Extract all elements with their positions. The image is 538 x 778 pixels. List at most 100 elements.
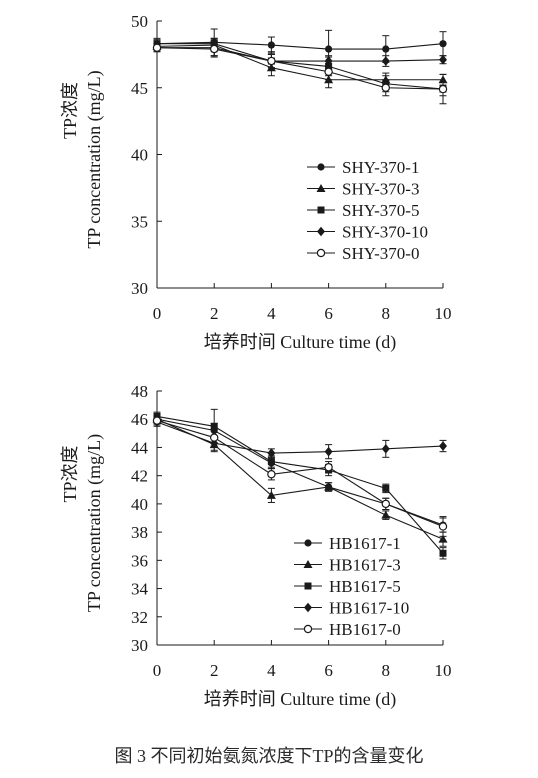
data-point bbox=[267, 448, 276, 458]
data-point bbox=[324, 446, 333, 457]
x-tick-label: 4 bbox=[267, 304, 276, 323]
legend-marker bbox=[316, 184, 326, 192]
legend-entry: SHY-370-1 bbox=[307, 158, 419, 177]
data-point bbox=[439, 549, 447, 557]
y-tick-label: 30 bbox=[131, 279, 148, 298]
data-point bbox=[382, 484, 390, 492]
x-axis-title: 培养时间 Culture time (d) bbox=[204, 332, 396, 353]
legend-label: SHY-370-5 bbox=[342, 201, 419, 220]
legend-entry: HB1617-5 bbox=[294, 577, 401, 596]
y-axis-title-en: TP concentration (mg/L) bbox=[84, 70, 105, 248]
legend-label: SHY-370-3 bbox=[342, 180, 419, 199]
legend-label: HB1617-0 bbox=[329, 620, 401, 639]
series-HB1617-5 bbox=[153, 408, 447, 560]
y-tick-label: 42 bbox=[131, 467, 148, 486]
y-tick-label: 32 bbox=[131, 608, 148, 627]
x-tick-label: 0 bbox=[153, 304, 162, 323]
data-point bbox=[381, 510, 391, 519]
data-point bbox=[267, 458, 275, 466]
data-point bbox=[267, 470, 276, 479]
y-tick-label: 44 bbox=[131, 438, 149, 457]
series-line bbox=[156, 418, 444, 540]
legend-marker bbox=[317, 226, 325, 237]
legend-label: HB1617-5 bbox=[329, 577, 401, 596]
legend-marker bbox=[316, 248, 326, 258]
legend-label: SHY-370-0 bbox=[342, 244, 419, 263]
x-tick-label: 2 bbox=[210, 304, 219, 323]
legend-entry: SHY-370-0 bbox=[307, 244, 419, 263]
y-axis-title-cn: TP浓度 bbox=[60, 82, 80, 139]
x-tick-label: 2 bbox=[210, 661, 219, 680]
legend-label: SHY-370-1 bbox=[342, 158, 419, 177]
legend-entry: SHY-370-3 bbox=[307, 180, 419, 199]
legend-entry: SHY-370-5 bbox=[307, 201, 419, 220]
data-point bbox=[152, 416, 162, 425]
y-tick-label: 35 bbox=[131, 212, 148, 231]
series-line bbox=[156, 420, 444, 527]
x-tick-label: 6 bbox=[324, 304, 333, 323]
data-point bbox=[152, 43, 162, 52]
legend-marker bbox=[304, 602, 312, 613]
legend-marker bbox=[317, 206, 325, 214]
y-tick-label: 40 bbox=[131, 146, 148, 165]
data-point bbox=[439, 441, 447, 451]
series-line bbox=[156, 421, 444, 454]
series-line bbox=[156, 415, 444, 554]
data-point bbox=[381, 56, 390, 66]
y-tick-label: 45 bbox=[131, 79, 148, 98]
data-point bbox=[209, 433, 219, 442]
figure-caption: 图 3 不同初始氨氮浓度下TP的含量变化 bbox=[114, 746, 424, 766]
data-point bbox=[438, 522, 448, 531]
data-point bbox=[266, 490, 276, 499]
data-point bbox=[325, 45, 333, 53]
x-tick-label: 8 bbox=[382, 661, 391, 680]
legend-label: HB1617-3 bbox=[329, 556, 401, 575]
data-point bbox=[381, 83, 390, 92]
legend-marker bbox=[303, 624, 313, 634]
series-line bbox=[156, 44, 443, 81]
x-tick-label: 4 bbox=[267, 661, 276, 680]
series-HB1617-0 bbox=[152, 415, 448, 537]
y-tick-label: 34 bbox=[131, 580, 149, 599]
y-tick-label: 48 bbox=[131, 382, 148, 401]
data-point bbox=[324, 482, 334, 491]
legend-entry: HB1617-1 bbox=[294, 534, 401, 553]
series-line bbox=[156, 41, 444, 50]
legend-marker bbox=[304, 582, 312, 590]
data-point bbox=[439, 40, 447, 48]
data-point bbox=[439, 54, 447, 65]
data-point bbox=[438, 84, 448, 94]
legend-marker bbox=[303, 560, 313, 568]
data-point bbox=[382, 45, 390, 53]
y-tick-label: 46 bbox=[131, 410, 148, 429]
y-tick-label: 40 bbox=[131, 495, 148, 514]
legend-label: SHY-370-10 bbox=[342, 223, 428, 242]
data-point bbox=[267, 41, 275, 49]
data-point bbox=[438, 534, 448, 543]
x-tick-label: 6 bbox=[324, 661, 333, 680]
legend-marker bbox=[317, 163, 325, 171]
x-tick-label: 10 bbox=[435, 304, 452, 323]
series-SHY-370-0 bbox=[152, 40, 448, 105]
x-axis-title: 培养时间 Culture time (d) bbox=[204, 689, 396, 710]
legend-entry: HB1617-10 bbox=[294, 599, 409, 618]
legend-entry: SHY-370-10 bbox=[307, 223, 428, 242]
data-point bbox=[209, 44, 219, 54]
x-tick-label: 8 bbox=[382, 304, 391, 323]
data-point bbox=[324, 463, 333, 472]
data-point bbox=[381, 444, 390, 454]
data-point bbox=[381, 499, 390, 509]
legend-entry: HB1617-0 bbox=[294, 620, 401, 639]
y-axis-title-cn: TP浓度 bbox=[60, 445, 80, 502]
chart-panel-1: 30 35 40 45 50 0 2 4 6 8 10 培养时间 Culture time (d) TP… bbox=[60, 12, 452, 353]
legend-label: HB1617-10 bbox=[329, 599, 409, 618]
series-line bbox=[156, 47, 444, 90]
legend-marker bbox=[304, 539, 312, 547]
series-HB1617-3 bbox=[152, 414, 448, 547]
y-tick-label: 36 bbox=[131, 551, 148, 570]
data-point bbox=[210, 422, 218, 430]
y-tick-label: 30 bbox=[131, 636, 148, 655]
y-axis-title-en: TP concentration (mg/L) bbox=[84, 434, 105, 612]
